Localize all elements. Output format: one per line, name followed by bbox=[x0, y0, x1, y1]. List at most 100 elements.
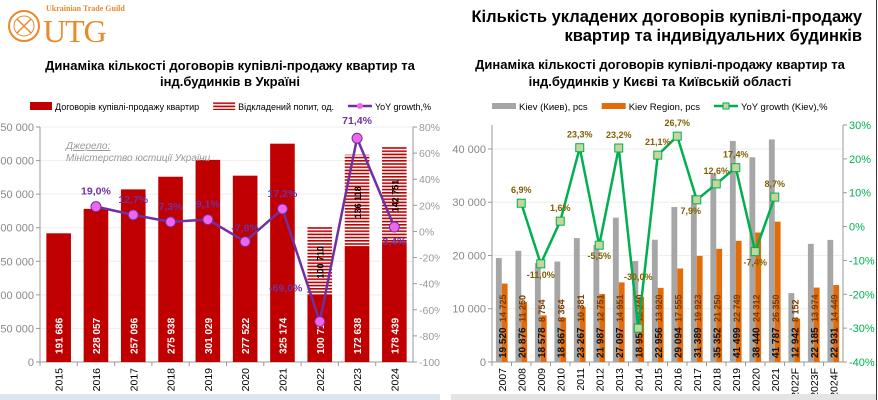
growth-marker-kiev bbox=[594, 240, 604, 250]
x-tick-label: 2019 bbox=[731, 368, 743, 392]
bar-kiev bbox=[710, 173, 717, 362]
bar-kiev-region bbox=[677, 268, 684, 362]
bar-label-kiev-region: 12 751 bbox=[595, 294, 605, 322]
y-tick-label: 50 000 bbox=[0, 323, 34, 335]
y-tick-label: 250 000 bbox=[0, 189, 34, 201]
y2-tick-label: 20% bbox=[419, 200, 440, 212]
logo-small-text: Ukrainian Trade Guild bbox=[46, 4, 125, 13]
growth-label-kiev: -5,5% bbox=[587, 251, 611, 261]
deferred-label: 136 118 bbox=[353, 186, 363, 218]
bar-label-kiev: 19 520 bbox=[498, 327, 509, 358]
growth-marker bbox=[351, 132, 363, 144]
legend-marker-growth-kiev bbox=[722, 102, 730, 110]
x-tick-label: 2015 bbox=[653, 368, 665, 392]
x-tick-label: 2014 bbox=[633, 368, 645, 392]
bar-label-kiev-region: 14 951 bbox=[615, 294, 625, 322]
x-tick-label: 2019 bbox=[203, 368, 215, 392]
bar-contracts bbox=[382, 242, 407, 362]
x-tick-label: 2022 bbox=[315, 368, 327, 392]
growth-label: -7,8% bbox=[231, 223, 259, 235]
bar-kiev bbox=[807, 243, 814, 362]
bar-label-kiev: 18 959 bbox=[634, 327, 645, 358]
bar-kiev-region bbox=[735, 240, 742, 362]
growth-label-kiev: -11,0% bbox=[527, 270, 555, 280]
footer-band-left bbox=[0, 394, 440, 400]
bar-contracts bbox=[270, 143, 295, 362]
growth-label-kiev: 6,9% bbox=[511, 185, 532, 195]
bar-label: 178 439 bbox=[390, 317, 401, 354]
bar-label-kiev-region: 21 250 bbox=[712, 294, 722, 322]
growth-marker-kiev bbox=[653, 150, 663, 160]
bar-kiev-region bbox=[774, 221, 781, 362]
legend-label-growth: YoY growth,% bbox=[375, 102, 431, 112]
bar-kiev bbox=[729, 140, 736, 362]
bar-kiev-region bbox=[501, 283, 508, 362]
ukraine-chart: 0 50 000 100 000 150 000 200 000 250 000 300 0… bbox=[0, 102, 440, 392]
bar-contracts bbox=[232, 175, 258, 362]
bar-kiev-region bbox=[696, 255, 703, 362]
bar-label: 277 522 bbox=[241, 317, 252, 354]
bar-contracts bbox=[46, 233, 71, 362]
legend-swatch-kiev-region bbox=[601, 103, 626, 109]
page-title: Кількість укладених договорів купівлі-пр… bbox=[471, 8, 862, 45]
bar-contracts bbox=[195, 159, 221, 362]
growth-marker-kiev bbox=[711, 179, 721, 189]
deferred-label: 142 751 bbox=[390, 180, 400, 213]
deferred-label: 100 710 bbox=[316, 246, 326, 279]
bar-label-kiev-region: 11 250 bbox=[517, 295, 527, 322]
growth-marker bbox=[165, 216, 177, 228]
bar-label-kiev-region: 8 364 bbox=[556, 299, 566, 322]
growth-marker-kiev bbox=[692, 195, 702, 205]
growth-label: 12,7% bbox=[118, 194, 148, 206]
bar-label-kiev: 22 956 bbox=[654, 327, 665, 358]
bar-kiev bbox=[651, 239, 658, 362]
bar-label-kiev: 12 942 bbox=[790, 327, 801, 358]
bar-kiev bbox=[495, 258, 502, 362]
growth-label-kiev: 17,4% bbox=[723, 150, 749, 160]
y-tick-label: 0 bbox=[480, 357, 486, 369]
y2-tick-label: 30% bbox=[849, 120, 871, 132]
y-tick-label: 30 000 bbox=[452, 197, 486, 209]
growth-marker bbox=[388, 221, 400, 233]
y2-tick-label: -10% bbox=[849, 255, 875, 267]
growth-marker-kiev bbox=[750, 247, 760, 257]
growth-label: 3,4% bbox=[382, 236, 407, 248]
bar-label-kiev: 41 787 bbox=[771, 327, 782, 358]
legend-label-deferred: Відкладений попит, од. bbox=[238, 102, 334, 112]
bar-kiev-region bbox=[579, 306, 586, 362]
bar-label-kiev: 22 931 bbox=[829, 327, 840, 358]
bar-contracts bbox=[158, 176, 183, 362]
y2-tick-label: 10% bbox=[849, 188, 871, 200]
x-tick-label: 2013 bbox=[614, 368, 626, 392]
x-tick-label: 2021 bbox=[277, 368, 289, 392]
bar-kiev-region bbox=[755, 232, 762, 362]
bar-label-kiev: 18 578 bbox=[537, 327, 548, 358]
y-tick-label: 10 000 bbox=[452, 304, 486, 316]
bar-kiev bbox=[593, 244, 600, 362]
growth-label-kiev: -30,0% bbox=[624, 272, 653, 282]
y-tick-label: 20 000 bbox=[452, 250, 486, 262]
y-tick-label: 350 000 bbox=[0, 122, 34, 134]
growth-label: 7,3% bbox=[159, 201, 184, 213]
growth-marker bbox=[90, 201, 102, 213]
bar-kiev-region bbox=[540, 315, 547, 362]
x-tick-label: 2015 bbox=[54, 368, 66, 392]
y2-tick-label: 40% bbox=[419, 174, 440, 186]
growth-marker-kiev bbox=[516, 198, 526, 208]
legend-label-growth-kiev: YoY growth (Kiev),% bbox=[741, 102, 828, 113]
bar-label-kiev-region: 8 152 bbox=[790, 299, 800, 322]
growth-label-kiev: -7,4% bbox=[743, 258, 767, 268]
growth-label: 71,4% bbox=[342, 115, 372, 127]
bar-label-kiev-region: 8 754 bbox=[537, 299, 547, 322]
x-tick-label: 2012 bbox=[594, 368, 606, 392]
x-tick-label: 2018 bbox=[711, 368, 723, 392]
source-label: Джерело: bbox=[66, 141, 111, 152]
growth-label-kiev: 21,1% bbox=[645, 137, 671, 147]
x-tick-label: 2017 bbox=[692, 368, 704, 392]
bar-kiev-region bbox=[657, 287, 664, 362]
bar-label: 100 710 bbox=[316, 317, 327, 354]
bar-label-kiev-region: 19 923 bbox=[693, 294, 703, 322]
source-note: Джерело: Міністерство юстиції України bbox=[66, 141, 210, 165]
bar-kiev-region bbox=[599, 294, 606, 362]
